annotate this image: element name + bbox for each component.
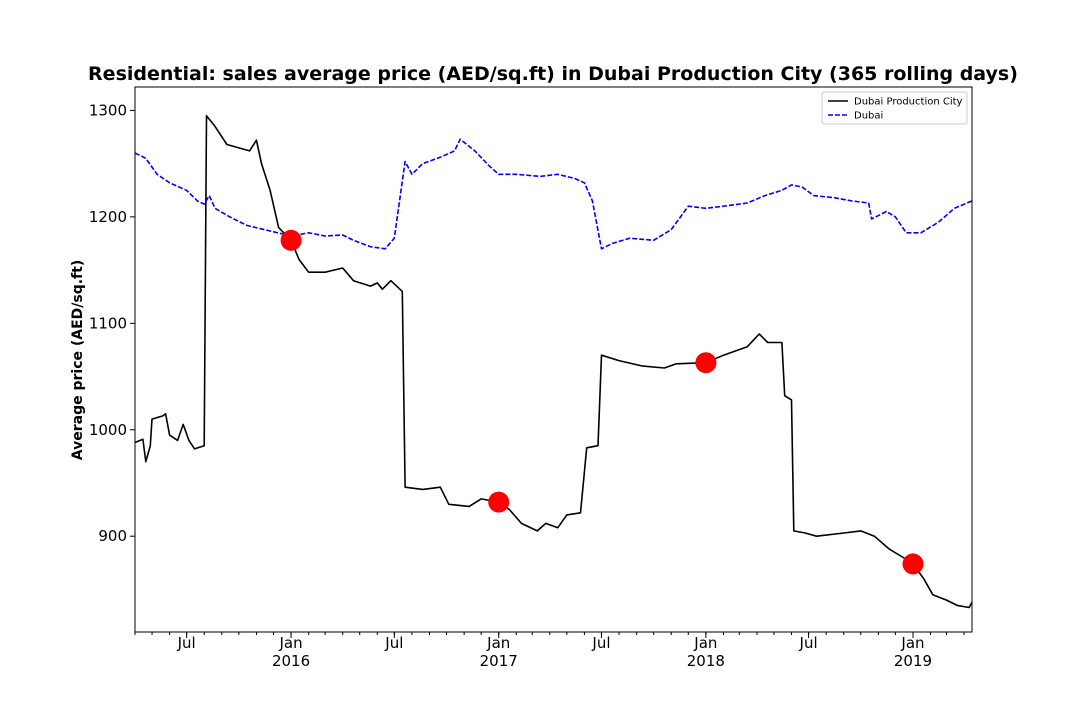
series-line-1 (134, 114, 973, 609)
marker-point-1 (280, 229, 302, 251)
x-tick-year-label: 2017 (480, 652, 518, 670)
legend-box (821, 91, 968, 125)
y-tick-label: 1200 (89, 208, 127, 226)
y-axis-label: Average price (AED/sq.ft) (70, 260, 86, 460)
chart-title: Residential: sales average price (AED/sq… (88, 63, 1018, 85)
legend-label-1: Dubai Production City (854, 97, 963, 108)
x-tick-label: Jan (900, 634, 924, 652)
marker-point-4 (902, 553, 924, 575)
x-tick-label: Jul (799, 634, 818, 652)
x-tick-year-label: 2018 (687, 652, 725, 670)
plot-frame (134, 86, 973, 633)
y-tick-label: 1100 (89, 314, 127, 332)
x-tick-label: Jan (486, 634, 510, 652)
series-line-2 (134, 138, 973, 250)
y-tick-label: 1000 (89, 421, 127, 439)
y-tick-label: 1300 (89, 101, 127, 119)
plot-area (134, 114, 973, 609)
x-tick-label: Jul (384, 634, 403, 652)
marker-point-2 (488, 491, 510, 513)
legend: Dubai Production City Dubai (821, 91, 968, 125)
x-tick-label: Jan (693, 634, 717, 652)
y-tick-label: 900 (98, 527, 127, 545)
legend-label-2: Dubai (854, 111, 883, 122)
marker-point-3 (695, 352, 717, 374)
x-tick-year-label: 2019 (894, 652, 932, 670)
x-tick-label: Jan (278, 634, 302, 652)
x-tick-year-label: 2016 (272, 652, 310, 670)
x-tick-label: Jul (591, 634, 610, 652)
x-tick-label: Jul (177, 634, 196, 652)
